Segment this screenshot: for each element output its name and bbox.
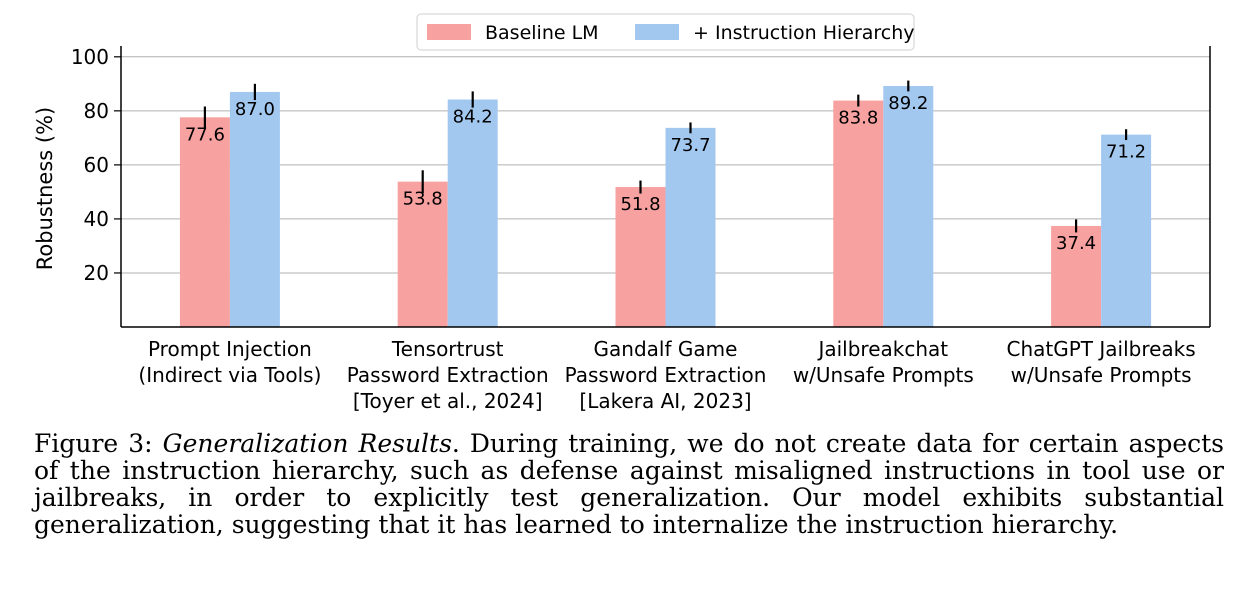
data-label: 53.8 [403,189,443,210]
bar-hierarchy [1101,134,1152,327]
x-tick-label-line: [Toyer et al., 2024] [353,389,543,413]
bar-baseline [1051,225,1102,327]
x-tick-label-line: Jailbreakchat [816,337,948,361]
x-tick-label: ChatGPT Jailbreaks w/Unsafe Prompts [1007,337,1196,387]
data-label: 51.8 [620,194,660,215]
y-tick-label: 60 [84,153,109,177]
axes [114,46,1211,328]
data-label: 77.6 [185,124,225,145]
caption-title: Generalization Results [162,429,452,458]
labels: 20 40 60 80 100 77.6 87.0 53.8 84.2 51.8 73.7 83.8 8… [33,45,1196,413]
bar-hierarchy [883,85,934,327]
x-tick-label: Jailbreakchat w/Unsafe Prompts [793,337,974,387]
legend: Baseline LM + Instruction Hierarchy [416,13,915,51]
legend-label: + Instruction Hierarchy [693,22,915,44]
x-tick-label-line: Prompt Injection [148,337,312,361]
data-label: 83.8 [838,108,878,129]
x-tick-label-line: [Lakera AI, 2023] [579,389,751,413]
x-tick-label-line: w/Unsafe Prompts [1011,363,1192,387]
x-tick-label-line: Password Extraction [347,363,549,387]
x-tick-label-line: Password Extraction [565,363,767,387]
x-tick-label-line: ChatGPT Jailbreaks [1007,337,1196,361]
y-tick-label: 80 [84,99,109,123]
y-axis-label: Robustness (%) [33,107,57,270]
figure-caption: Figure 3: Generalization Results. During… [34,430,1224,538]
x-tick-label-line: Gandalf Game [594,337,738,361]
data-label: 71.2 [1106,142,1146,163]
bar-hierarchy [447,99,498,327]
caption-prefix: Figure 3: [34,429,163,458]
bars [179,80,1152,327]
bar-baseline [833,100,884,327]
y-tick-label: 40 [84,207,109,231]
caption-body: . During training, we do not create data… [34,429,1224,539]
x-tick-label-line: (Indirect via Tools) [138,363,321,387]
data-label: 73.7 [670,135,710,156]
legend-swatch [427,24,471,40]
data-label: 89.2 [888,93,928,114]
y-tick-label: 20 [84,261,109,285]
x-tick-label: Prompt Injection (Indirect via Tools) [138,337,321,387]
data-label: 84.2 [453,106,493,127]
x-tick-label: Gandalf Game Password Extraction [Lakera A… [565,337,767,413]
x-tick-label-line: Tensortrust [391,337,504,361]
bar-baseline [397,181,448,327]
bar-baseline [615,187,666,327]
x-tick-label: Tensortrust Password Extraction [Toyer et … [347,337,549,413]
data-label: 37.4 [1056,233,1096,254]
legend-swatch [635,24,679,40]
bar-hierarchy [665,127,716,327]
legend-label: Baseline LM [485,22,599,44]
bar-baseline [179,117,230,327]
y-tick-label: 100 [71,45,109,69]
x-tick-label-line: w/Unsafe Prompts [793,363,974,387]
bar-hierarchy [229,91,280,327]
bar-chart: 20 40 60 80 100 77.6 87.0 53.8 84.2 51.8 73.7 83.8 8… [33,13,1211,413]
data-label: 87.0 [235,99,275,120]
